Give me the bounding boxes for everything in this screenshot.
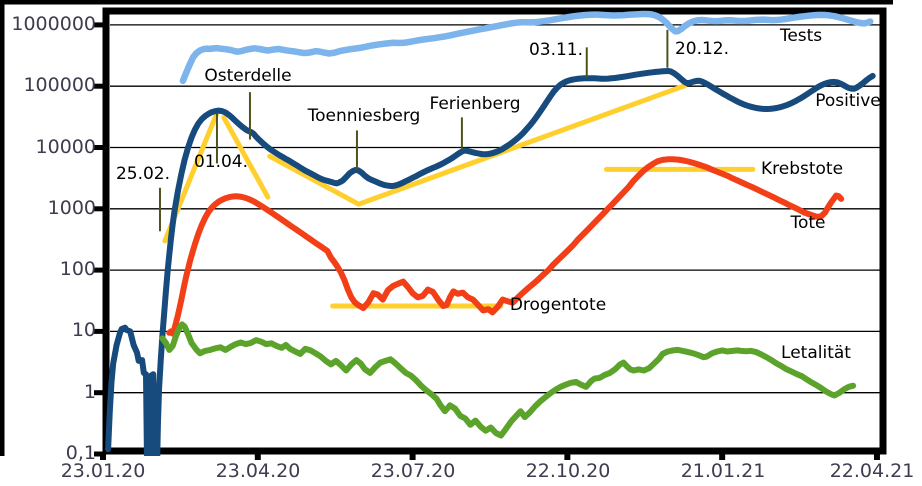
- decay-trend-line: [221, 114, 271, 200]
- x-tick-label-230720: 23.07.20: [370, 460, 456, 482]
- series-label-positive: Positive: [815, 91, 881, 111]
- tests-line: [179, 10, 874, 85]
- series-label-tests: Tests: [779, 26, 823, 46]
- x-tick-label-221020: 22.10.20: [525, 460, 611, 482]
- y-tick-label-1000: 1000: [47, 197, 96, 219]
- outer-frame-left: [0, 0, 5, 456]
- annotation-25-02: 25.02.: [115, 164, 171, 184]
- y-axis-ticks: [94, 22, 104, 457]
- annotation-osterdelle: Osterdelle: [204, 66, 292, 86]
- y-tick-label-10: 10: [71, 319, 96, 341]
- trend-lines: [162, 83, 756, 309]
- x-tick-label-230420: 23.04.20: [215, 460, 301, 482]
- y-tick-label-100000: 100000: [23, 74, 96, 96]
- tote-line: [166, 156, 845, 337]
- annotation-01-04: 01.04.: [193, 152, 249, 172]
- y-tick-label-10000: 10000: [35, 136, 96, 158]
- y-tick-label-100: 100: [59, 258, 96, 280]
- y-tick-label-0-1: 0,1: [65, 442, 96, 464]
- y-tick-label-1: 1: [83, 381, 96, 403]
- series-label-drogentote: Drogentote: [509, 295, 607, 315]
- annotation-03-11: 03.11.: [528, 40, 584, 60]
- series-lines: [105, 10, 876, 456]
- positive-line: [105, 68, 876, 456]
- plot-border: [102, 7, 887, 455]
- x-tick-label-210121: 21.01.21: [680, 460, 766, 482]
- annotation-ferienberg: Ferienberg: [429, 94, 521, 114]
- autumn-growth-trend-line: [356, 83, 688, 207]
- annotation-20-12: 20.12.: [674, 39, 730, 59]
- x-tick-label-220421: 22.04.21: [829, 460, 915, 482]
- x-axis-ticks: [100, 454, 880, 460]
- letalitaet-line: [159, 321, 857, 439]
- x-tick-label-230120: 23.01.20: [60, 460, 146, 482]
- summer-decline-trend-line: [267, 153, 362, 207]
- series-label-tote: Tote: [790, 213, 826, 233]
- annotation-toenniesberg: Toenniesberg: [307, 106, 421, 126]
- series-label-letalitaet: Letalität: [781, 343, 851, 363]
- y-tick-label-1000000: 1000000: [11, 13, 96, 35]
- series-label-krebstote: Krebstote: [760, 159, 844, 179]
- outer-frame-top: [0, 0, 893, 5]
- annotation-tick-lines: [158, 29, 669, 232]
